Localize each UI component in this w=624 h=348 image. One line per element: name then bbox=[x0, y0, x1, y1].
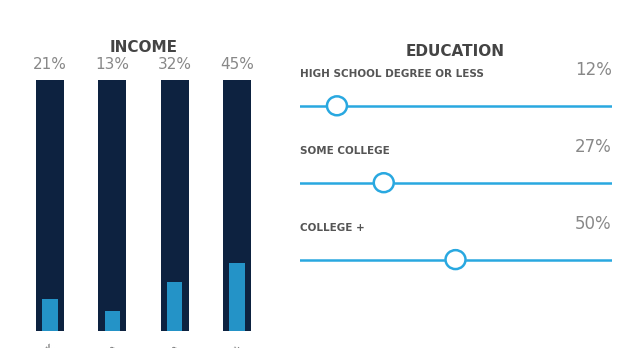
Text: INCOME: INCOME bbox=[110, 40, 177, 55]
Text: COLLEGE +: COLLEGE + bbox=[300, 223, 364, 233]
Text: SOME COLLEGE: SOME COLLEGE bbox=[300, 146, 389, 156]
Circle shape bbox=[374, 173, 394, 192]
Text: 50%: 50% bbox=[575, 215, 612, 233]
Bar bbox=[223, 80, 251, 331]
Text: 12%: 12% bbox=[575, 61, 612, 79]
Text: < $30K: < $30K bbox=[24, 343, 57, 348]
Bar bbox=[36, 80, 64, 331]
Circle shape bbox=[446, 250, 466, 269]
Text: 13%: 13% bbox=[95, 57, 129, 72]
Text: 21%: 21% bbox=[33, 57, 67, 72]
Text: $30K - $49,999: $30K - $49,999 bbox=[66, 343, 122, 348]
Circle shape bbox=[327, 96, 347, 115]
Text: 45%: 45% bbox=[220, 57, 254, 72]
Bar bbox=[99, 80, 126, 331]
Bar bbox=[167, 283, 182, 331]
Text: $50K - $74,999: $50K - $74,999 bbox=[128, 343, 184, 348]
Text: 32%: 32% bbox=[158, 57, 192, 72]
Text: EDUCATION: EDUCATION bbox=[406, 44, 505, 59]
Bar bbox=[160, 80, 188, 331]
Text: HIGH SCHOOL DEGREE OR LESS: HIGH SCHOOL DEGREE OR LESS bbox=[300, 69, 484, 79]
Text: $75K +: $75K + bbox=[212, 343, 244, 348]
Bar bbox=[230, 263, 245, 331]
Bar bbox=[105, 311, 120, 331]
Bar bbox=[42, 299, 57, 331]
Text: 27%: 27% bbox=[575, 138, 612, 156]
